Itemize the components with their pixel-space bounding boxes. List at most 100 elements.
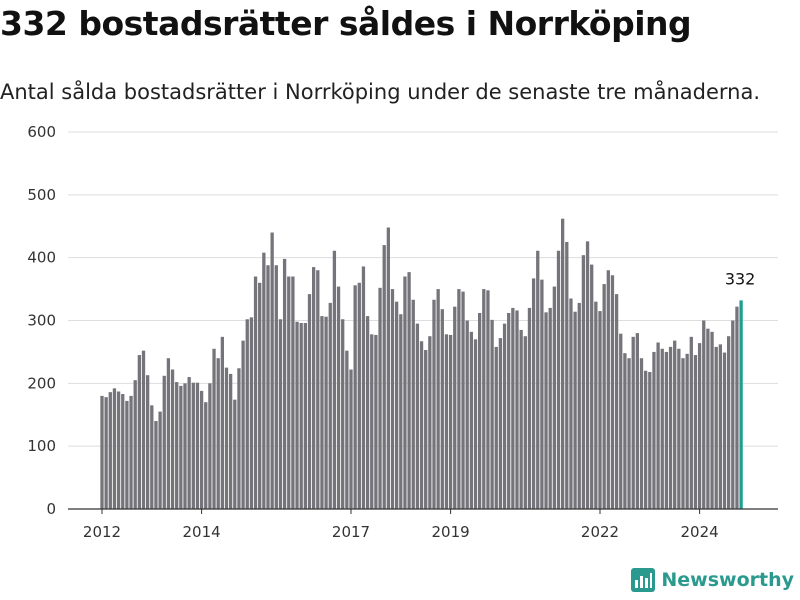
bar <box>282 258 287 509</box>
bar <box>395 301 399 509</box>
bar <box>291 276 295 509</box>
bar <box>183 383 187 509</box>
bar <box>195 382 200 509</box>
bar <box>191 382 195 509</box>
bar <box>224 367 229 510</box>
bar <box>411 299 415 509</box>
bar <box>336 286 341 509</box>
bar <box>536 250 540 509</box>
bar <box>569 298 573 509</box>
bar <box>469 331 473 509</box>
bar <box>478 312 482 509</box>
bar <box>245 319 249 509</box>
bar <box>444 334 449 509</box>
bar <box>556 250 561 509</box>
x-tick-label: 2017 <box>332 523 370 541</box>
bar <box>299 323 303 509</box>
bar <box>175 382 179 509</box>
bar <box>112 388 117 509</box>
bar <box>266 265 270 509</box>
bar <box>681 358 685 509</box>
bar <box>436 289 440 509</box>
bar <box>673 340 677 509</box>
bar <box>241 340 245 509</box>
bar <box>627 358 631 509</box>
bar <box>693 355 698 509</box>
bar <box>158 411 162 509</box>
brand-logo: Newsworthy <box>631 568 794 592</box>
bar <box>511 307 515 509</box>
bar <box>399 314 403 509</box>
bar <box>639 358 644 509</box>
bar <box>382 245 386 509</box>
bar <box>386 227 390 509</box>
bar <box>357 282 361 509</box>
bar <box>448 334 453 509</box>
bar <box>614 294 619 509</box>
bar <box>689 336 693 509</box>
bar <box>166 358 171 509</box>
bar <box>365 316 370 509</box>
y-tick-label: 200 <box>27 374 56 392</box>
bar <box>312 267 316 509</box>
bar <box>502 323 507 509</box>
y-tick-label: 600 <box>27 123 56 141</box>
bar <box>208 383 212 509</box>
bar <box>349 369 353 509</box>
bar <box>104 397 108 509</box>
x-tick-label: 2019 <box>432 523 470 541</box>
bar <box>154 421 158 509</box>
bar <box>100 395 104 509</box>
bar <box>727 336 731 509</box>
bar <box>548 307 552 509</box>
bar <box>212 348 216 509</box>
bar <box>229 373 233 509</box>
bar <box>590 264 594 509</box>
bar <box>390 289 395 509</box>
x-tick-label: 2022 <box>581 523 619 541</box>
bar <box>486 290 490 509</box>
bar <box>170 369 175 509</box>
bar <box>341 319 345 509</box>
bar <box>332 250 337 509</box>
bar <box>623 353 627 509</box>
bar <box>718 344 722 509</box>
bar <box>523 336 527 509</box>
bar <box>403 276 407 509</box>
bar <box>353 285 357 509</box>
bar <box>320 316 324 509</box>
bar <box>619 333 623 509</box>
bar <box>270 232 274 509</box>
bar <box>561 218 565 509</box>
bar <box>345 350 349 509</box>
x-tick-label: 2024 <box>681 523 719 541</box>
bar <box>121 394 125 509</box>
bar <box>440 309 444 509</box>
bar <box>262 252 266 509</box>
bar <box>602 284 606 509</box>
bar <box>531 278 536 509</box>
bar <box>697 343 702 509</box>
bar <box>577 302 581 509</box>
bar <box>635 333 639 509</box>
bar <box>482 289 486 509</box>
bar <box>573 311 577 509</box>
bar <box>295 321 299 509</box>
bar <box>706 328 710 509</box>
bar <box>552 286 556 509</box>
bar <box>233 399 237 509</box>
bar <box>644 370 648 509</box>
bar <box>457 289 461 509</box>
bar-highlight <box>739 300 743 509</box>
chart-subtitle: Antal sålda bostadsrätter i Norrköping u… <box>0 80 760 104</box>
bar <box>565 241 569 509</box>
bar <box>660 348 664 509</box>
bar <box>307 294 312 509</box>
bar <box>253 276 258 509</box>
y-tick-label: 300 <box>27 312 56 330</box>
brand-name: Newsworthy <box>661 569 794 591</box>
bar <box>407 272 411 509</box>
bar <box>361 266 366 509</box>
bar <box>668 346 673 509</box>
